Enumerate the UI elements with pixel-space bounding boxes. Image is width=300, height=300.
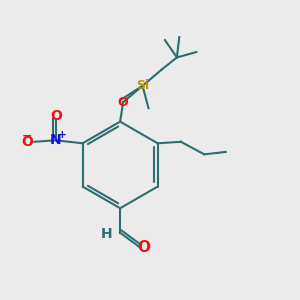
Text: O: O	[21, 135, 33, 149]
Text: +: +	[58, 130, 67, 140]
Text: Si: Si	[136, 79, 149, 92]
Text: H: H	[101, 226, 112, 241]
Text: O: O	[118, 96, 128, 109]
Text: O: O	[50, 110, 62, 123]
Text: N: N	[50, 133, 61, 147]
Text: −: −	[22, 129, 32, 142]
Text: O: O	[137, 240, 150, 255]
